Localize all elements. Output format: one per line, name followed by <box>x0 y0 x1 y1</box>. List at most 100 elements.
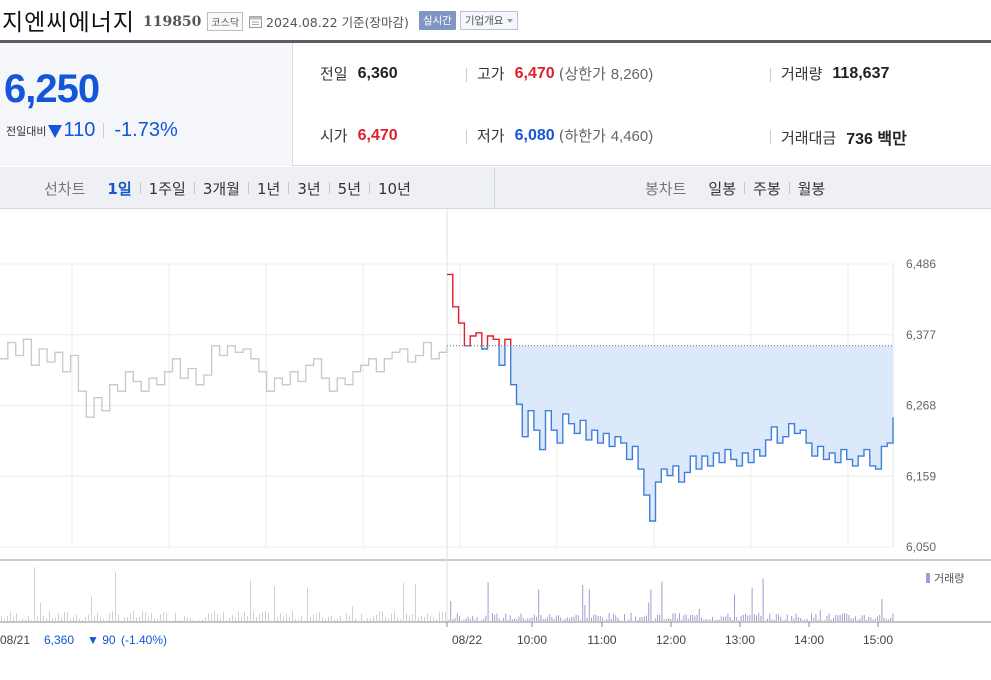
volume-bar-prev-day <box>133 611 134 621</box>
stat-prev-close-value: 6,360 <box>357 64 398 82</box>
volume-bar-today <box>892 613 894 621</box>
volume-bar-today <box>802 620 804 621</box>
volume-bar-today <box>540 615 542 621</box>
volume-bar-today <box>769 613 771 621</box>
volume-bar-prev-day <box>4 618 5 621</box>
volume-bar-prev-day <box>394 611 395 621</box>
volume-bar-today <box>560 617 562 621</box>
volume-bar-today <box>753 614 755 621</box>
volume-bar-today <box>852 618 854 621</box>
change-row: 전일대비 110 -1.73% <box>6 119 178 142</box>
volume-bar-prev-day <box>433 617 434 621</box>
stat-volume-value: 118,637 <box>832 64 890 82</box>
period-tab-0[interactable]: 1일 <box>107 179 132 198</box>
volume-bar-today <box>835 614 837 621</box>
volume-bar-today <box>577 615 579 621</box>
x-tick-label: 13:00 <box>725 633 755 647</box>
volume-bar-today <box>701 617 702 621</box>
tab-separator <box>788 182 790 194</box>
volume-bar-prev-day <box>181 620 182 621</box>
volume-bar-today <box>610 619 612 621</box>
volume-bar-today <box>641 617 643 621</box>
period-tab-3[interactable]: 1년 <box>256 179 281 198</box>
below-reference-area <box>447 345 893 521</box>
company-info-dropdown[interactable]: 기업개요 <box>459 11 519 30</box>
stat-high-label: 고가 <box>477 65 505 83</box>
volume-bar-prev-day <box>310 617 311 621</box>
volume-bar-today <box>731 619 733 621</box>
volume-bar-today <box>771 619 773 621</box>
volume-bar-today <box>566 617 568 621</box>
volume-bar-today <box>498 618 500 621</box>
volume-bar-prev-day <box>379 611 380 621</box>
volume-bar-prev-day <box>40 602 41 621</box>
volume-bar-today <box>839 615 841 621</box>
volume-bar-today <box>828 613 830 621</box>
volume-bar-today <box>503 618 504 621</box>
volume-bar-today <box>806 618 808 621</box>
volume-bar-today <box>617 617 619 621</box>
volume-bar-today <box>643 616 645 621</box>
volume-bar-today <box>496 613 498 621</box>
volume-bar-today <box>619 620 621 621</box>
prev-day-close: 6,360 <box>44 633 74 647</box>
volume-bar-today <box>516 618 518 621</box>
volume-bar-today <box>859 618 861 621</box>
volume-bar-today <box>562 620 564 621</box>
volume-bar-prev-day <box>139 616 140 621</box>
candle-tab-0[interactable]: 일봉 <box>708 179 737 198</box>
line-chart-periods: 선차트 1일 1주일 3개월 1년 3년 5년 10년 <box>44 167 419 209</box>
period-tab-6[interactable]: 10년 <box>378 179 411 198</box>
volume-bar-today <box>866 619 867 621</box>
current-price-panel: 6,250 전일대비 110 -1.73% <box>0 43 293 166</box>
volume-bar-today <box>747 615 749 621</box>
volume-bar-today <box>762 578 764 621</box>
y-tick-label: 6,050 <box>906 540 936 554</box>
candle-tab-1[interactable]: 주봉 <box>753 179 781 198</box>
volume-bar-prev-day <box>205 616 206 621</box>
realtime-button[interactable]: 실시간 <box>418 11 456 30</box>
volume-legend-label: 거래량 <box>934 572 964 585</box>
x-tick-label: 10:00 <box>517 633 547 647</box>
volume-bar-prev-day <box>328 616 329 621</box>
volume-bar-prev-day <box>85 616 86 621</box>
volume-bar-today <box>602 617 603 621</box>
volume-bar-today <box>558 615 559 621</box>
volume-bar-prev-day <box>214 611 215 621</box>
volume-bar-today <box>542 619 544 621</box>
upper-limit-label: (상한가 <box>558 65 606 83</box>
volume-bar-today <box>877 616 878 621</box>
volume-bar-today <box>485 615 487 621</box>
tab-separator <box>193 182 195 194</box>
volume-bar-today <box>511 619 513 621</box>
stat-volume-label: 거래량 <box>781 65 823 83</box>
company-name: 지엔씨에너지 <box>2 10 135 36</box>
volume-bar-today <box>637 620 639 621</box>
volume-bar-today <box>727 613 729 621</box>
volume-bar-today <box>657 614 658 621</box>
volume-bar-prev-day <box>16 613 17 621</box>
volume-bar-prev-day <box>376 614 377 621</box>
volume-bar-prev-day <box>325 619 326 621</box>
tab-separator <box>328 182 330 194</box>
volume-bar-prev-day <box>220 617 221 621</box>
volume-bar-today <box>679 613 680 621</box>
chart-canvas[interactable]: 6,486 6,377 6,268 6,159 6,050 거래량 08/22 10:00 11… <box>0 209 991 680</box>
period-tab-4[interactable]: 3년 <box>297 179 321 198</box>
volume-bar-today <box>782 620 784 621</box>
volume-bar-prev-day <box>421 615 422 621</box>
candle-tab-2[interactable]: 월봉 <box>797 179 826 198</box>
period-tab-1[interactable]: 1주일 <box>148 179 186 198</box>
volume-bar-today <box>668 618 669 621</box>
volume-bar-prev-day <box>148 616 149 621</box>
volume-bar-today <box>698 609 700 621</box>
volume-bar-today <box>841 613 843 621</box>
volume-bar-prev-day <box>202 619 203 621</box>
period-tab-2[interactable]: 3개월 <box>202 179 240 198</box>
volume-bar-today <box>723 616 724 621</box>
volume-bar-today <box>681 619 683 621</box>
volume-bar-today <box>879 614 881 621</box>
volume-bar-prev-day <box>166 612 167 621</box>
period-tab-5[interactable]: 5년 <box>337 179 361 198</box>
volume-bar-today <box>452 619 454 621</box>
